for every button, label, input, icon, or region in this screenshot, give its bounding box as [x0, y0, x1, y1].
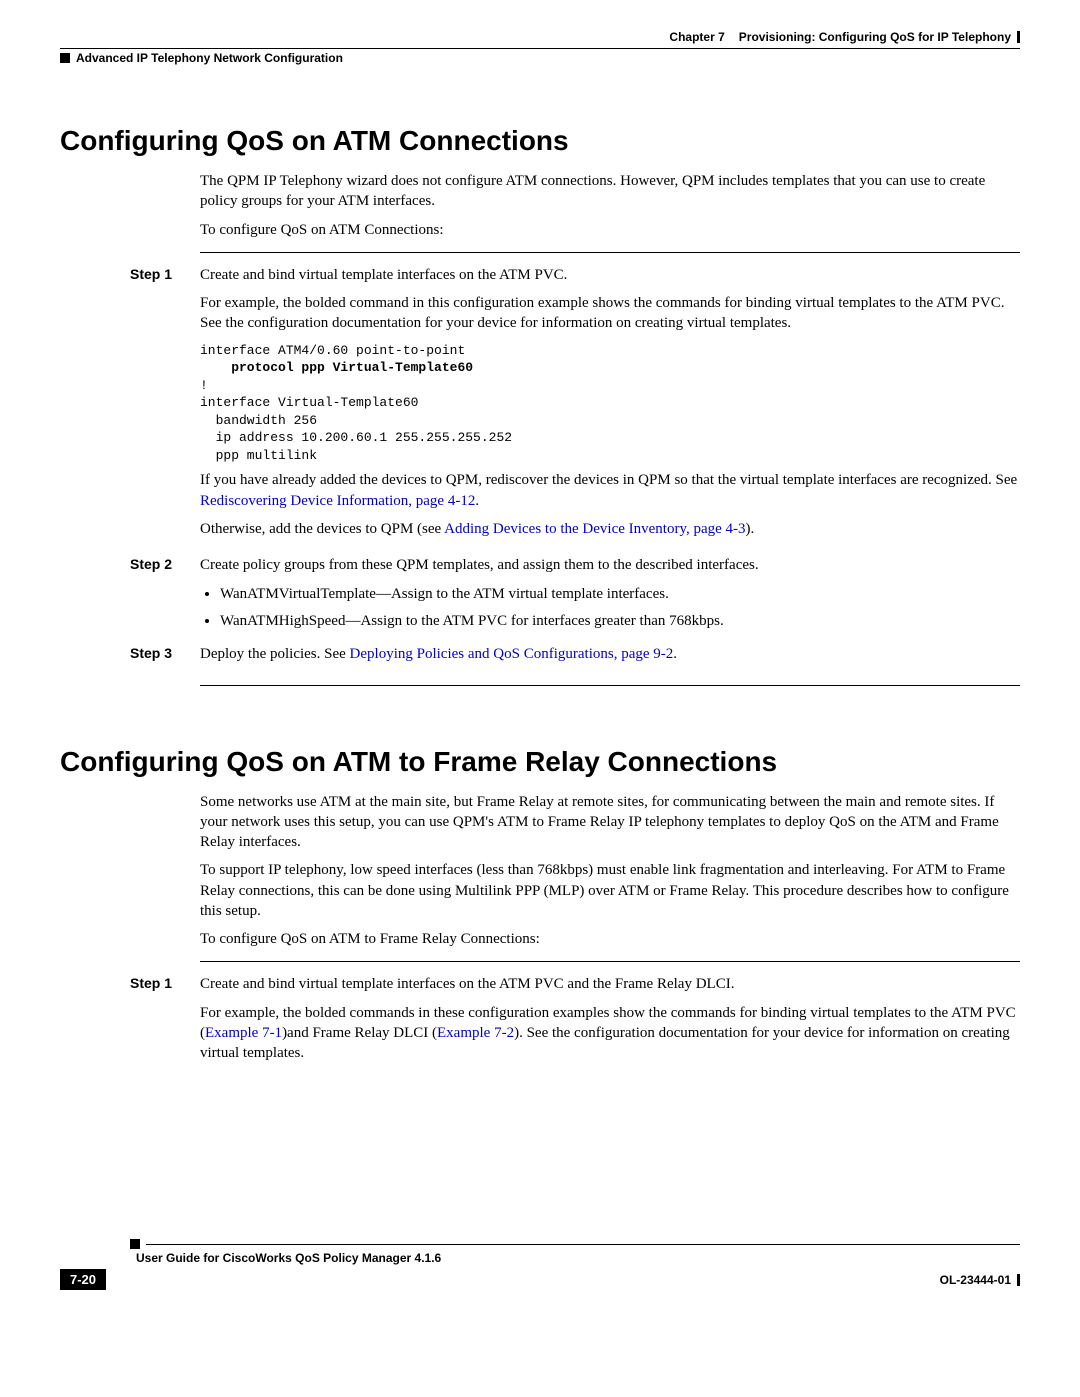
section1-intro1: The QPM IP Telephony wizard does not con…: [200, 171, 1020, 212]
s2-step1-label: Step 1: [130, 974, 200, 1071]
chapter-label: Chapter 7: [669, 30, 724, 44]
step1-p1: Create and bind virtual template interfa…: [200, 265, 1020, 285]
step2-bullet1: WanATMVirtualTemplate—Assign to the ATM …: [220, 583, 1020, 606]
doc-id: OL-23444-01: [940, 1273, 1011, 1287]
link-add-devices[interactable]: Adding Devices to the Device Inventory, …: [444, 521, 745, 537]
header-square-icon: [60, 53, 70, 63]
section2-intro3: To configure QoS on ATM to Frame Relay C…: [200, 929, 1020, 949]
chapter-title: Provisioning: Configuring QoS for IP Tel…: [739, 30, 1011, 44]
step2-p1: Create policy groups from these QPM temp…: [200, 555, 1020, 575]
header-bar-icon: [1017, 31, 1020, 43]
step2-bullet2: WanATMHighSpeed—Assign to the ATM PVC fo…: [220, 610, 1020, 633]
step1-p4: Otherwise, add the devices to QPM (see A…: [200, 519, 1020, 539]
footer-bar-icon: [1017, 1274, 1020, 1286]
section2-title: Configuring QoS on ATM to Frame Relay Co…: [60, 746, 1020, 778]
footer-square-icon: [130, 1239, 140, 1249]
code-block: interface ATM4/0.60 point-to-point proto…: [200, 342, 1020, 465]
rule: [200, 252, 1020, 253]
rule: [200, 685, 1020, 686]
s2-step1-p2: For example, the bolded commands in thes…: [200, 1003, 1020, 1064]
section2-intro1: Some networks use ATM at the main site, …: [200, 792, 1020, 853]
section1-intro2: To configure QoS on ATM Connections:: [200, 220, 1020, 240]
link-rediscover[interactable]: Rediscovering Device Information, page 4…: [200, 493, 475, 509]
footer-guide-title: User Guide for CiscoWorks QoS Policy Man…: [136, 1251, 1020, 1265]
link-deploy[interactable]: Deploying Policies and QoS Configuration…: [350, 646, 674, 662]
page-number: 7-20: [60, 1269, 106, 1290]
step1-label: Step 1: [130, 265, 200, 547]
step3-p1: Deploy the policies. See Deploying Polic…: [200, 644, 1020, 664]
step1-p3: If you have already added the devices to…: [200, 470, 1020, 511]
step3-label: Step 3: [130, 644, 200, 672]
header-section: Advanced IP Telephony Network Configurat…: [76, 51, 343, 65]
section2-intro2: To support IP telephony, low speed inter…: [200, 860, 1020, 921]
section1-title: Configuring QoS on ATM Connections: [60, 125, 1020, 157]
link-example-7-1[interactable]: Example 7-1: [205, 1025, 282, 1041]
header-rule: [60, 48, 1020, 49]
s2-step1-p1: Create and bind virtual template interfa…: [200, 974, 1020, 994]
step2-label: Step 2: [130, 555, 200, 636]
link-example-7-2[interactable]: Example 7-2: [437, 1025, 514, 1041]
step1-p2: For example, the bolded command in this …: [200, 293, 1020, 334]
footer-rule: [146, 1244, 1020, 1245]
rule: [200, 961, 1020, 962]
